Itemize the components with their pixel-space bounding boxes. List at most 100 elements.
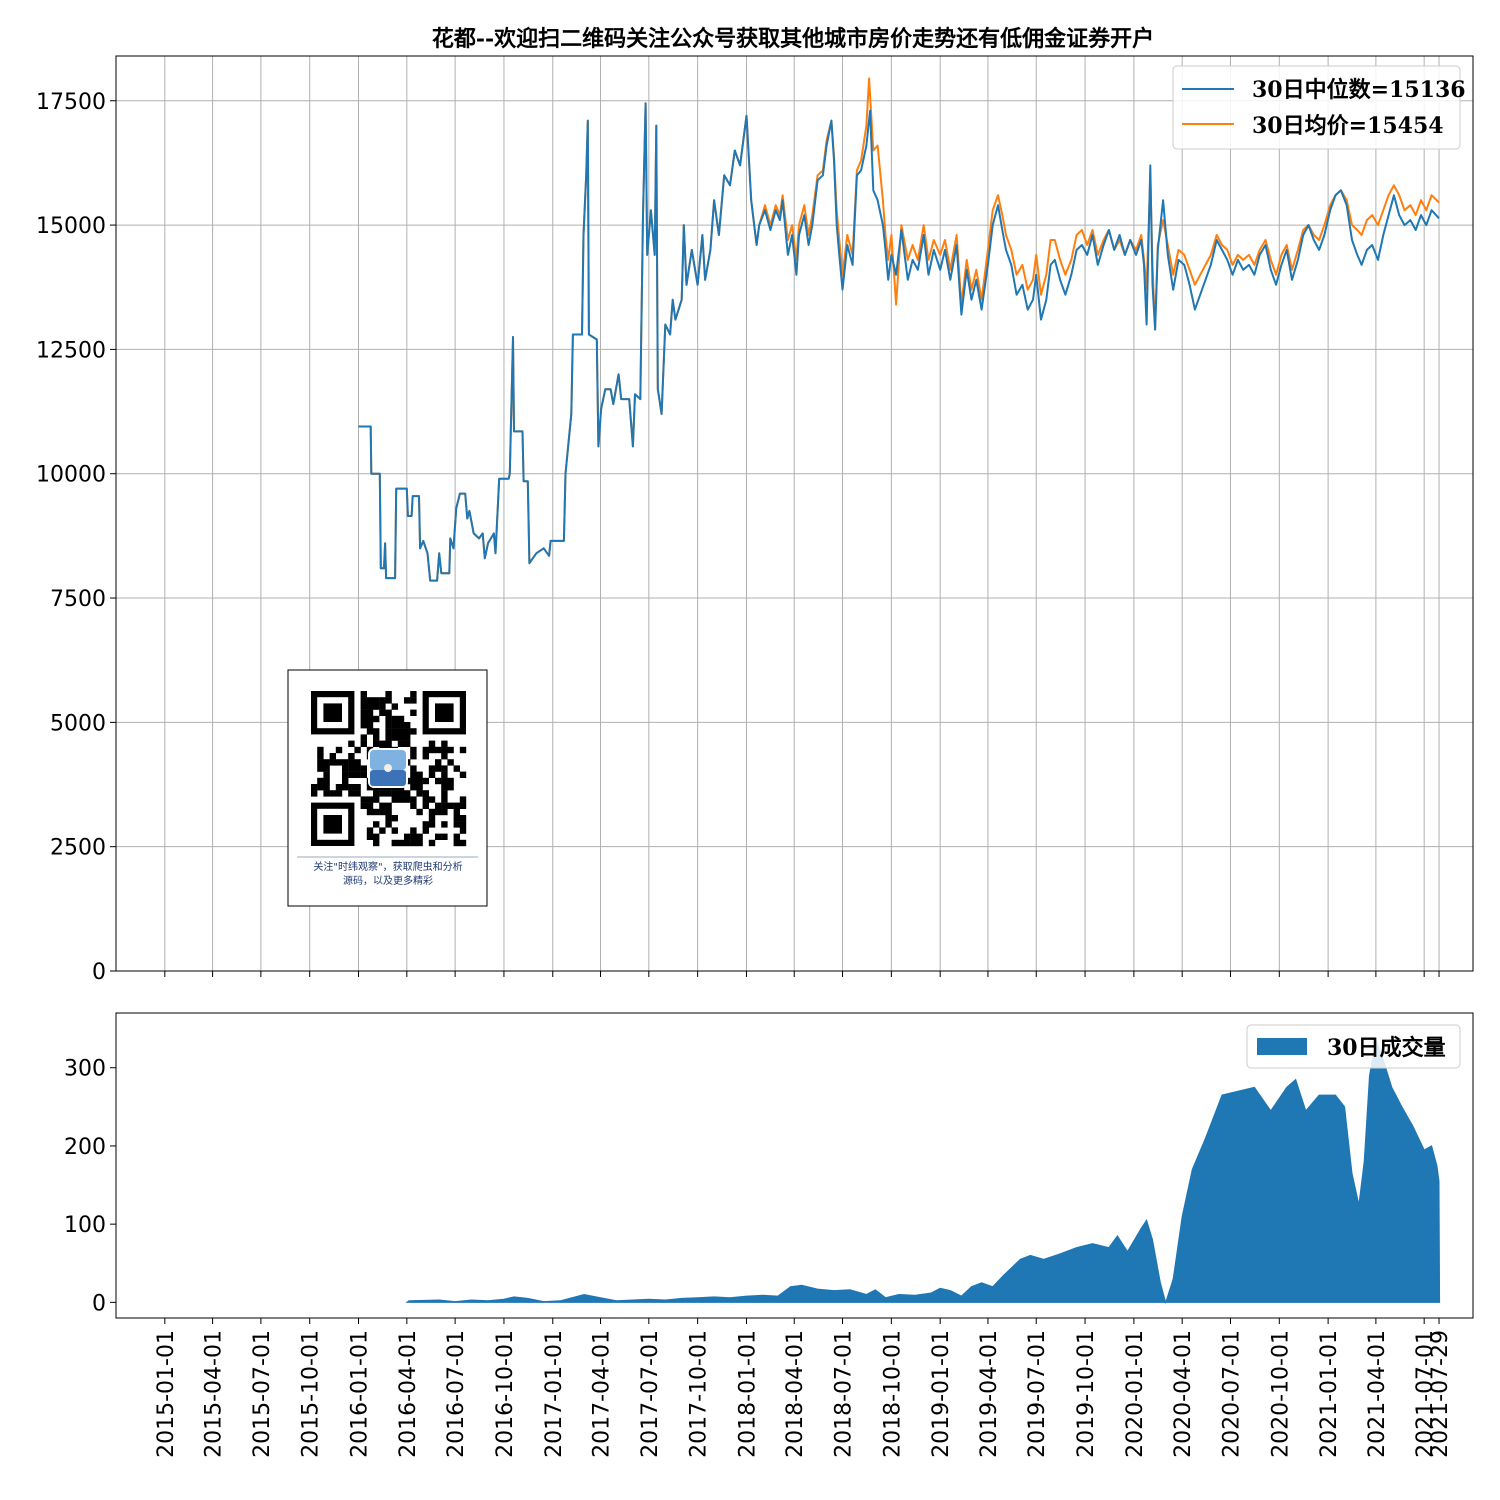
qr-module	[397, 728, 405, 735]
qr-module	[366, 827, 374, 834]
qr-module	[360, 765, 367, 772]
qr-module	[410, 839, 417, 847]
qr-module	[366, 833, 374, 840]
x-tick-label-21: 2020-04-01	[1171, 1330, 1196, 1458]
qr-module	[348, 740, 355, 747]
qr-module	[366, 722, 374, 729]
qr-module	[453, 808, 460, 816]
qr-module	[348, 759, 355, 766]
qr-module	[453, 765, 460, 772]
qr-module	[397, 796, 405, 803]
qr-module	[348, 771, 355, 778]
qr-module	[348, 784, 355, 791]
qr-module	[379, 709, 386, 716]
qr-module	[435, 759, 442, 766]
qr-module	[453, 839, 460, 847]
x-tick-label-11: 2017-10-01	[687, 1330, 712, 1458]
x-tick-label-19: 2019-10-01	[1074, 1330, 1099, 1458]
qr-module	[410, 802, 417, 809]
qr-module	[441, 784, 448, 791]
qr-module	[373, 740, 380, 747]
qr-module	[317, 777, 324, 785]
qr-module	[441, 796, 448, 803]
qr-module	[366, 709, 374, 716]
qr-module	[404, 839, 411, 847]
qr-module	[397, 722, 405, 729]
qr-module	[311, 784, 318, 791]
x-tick-label-14: 2018-07-01	[832, 1330, 857, 1458]
qr-module	[385, 697, 392, 704]
qr-module	[447, 759, 454, 766]
qr-module	[329, 759, 336, 766]
qr-module	[385, 821, 392, 828]
qr-finder-inner-2	[323, 815, 342, 834]
qr-module	[317, 753, 324, 760]
qr-module	[410, 709, 417, 716]
qr-module	[373, 728, 380, 735]
volume-y-tick-label-2: 200	[64, 1135, 106, 1160]
qr-module	[453, 833, 460, 840]
qr-module	[410, 796, 417, 803]
qr-module	[391, 796, 398, 803]
qr-module	[360, 715, 367, 723]
qr-module	[459, 771, 467, 778]
qr-module	[410, 728, 417, 735]
qr-module	[323, 790, 330, 797]
qr-module	[428, 808, 436, 816]
qr-module	[348, 790, 355, 797]
volume-y-tick-label-1: 100	[64, 1213, 106, 1238]
qr-module	[428, 740, 436, 747]
qr-module	[323, 771, 330, 778]
qr-module	[404, 790, 411, 797]
qr-module	[397, 839, 405, 847]
qr-module	[391, 722, 398, 729]
mean-price-line	[358, 77, 1440, 582]
qr-module	[317, 759, 324, 766]
qr-module	[323, 784, 330, 791]
qr-module	[373, 808, 380, 816]
legend-label-volume: 30日成交量	[1327, 1035, 1446, 1061]
x-tick-label-25: 2021-04-01	[1365, 1330, 1390, 1458]
qr-caption-line-2: 源码，以及更多精彩	[343, 874, 433, 887]
qr-module	[323, 759, 330, 766]
x-tick-label-15: 2018-10-01	[880, 1330, 905, 1458]
qr-module	[373, 839, 380, 847]
x-tick-label-6: 2016-07-01	[444, 1330, 469, 1458]
qr-module	[391, 827, 398, 834]
volume-legend-box	[1246, 1024, 1461, 1069]
price-y-tick-label-0: 0	[92, 960, 106, 985]
qr-module	[416, 839, 423, 847]
x-tick-label-2: 2015-07-01	[250, 1330, 275, 1458]
qr-module	[441, 740, 448, 747]
qr-module	[311, 790, 318, 797]
qr-module	[404, 796, 411, 803]
qr-caption-line-1: 关注"时纬观察"，获取爬虫和分析	[313, 860, 462, 873]
price-y-tick-label-1: 2500	[50, 836, 106, 861]
qr-finder-inner-1	[435, 703, 454, 722]
qr-module	[373, 703, 380, 710]
price-series	[358, 77, 1440, 582]
qr-module	[397, 740, 405, 747]
qr-module	[459, 746, 467, 754]
qr-module	[459, 839, 467, 847]
median-price-line	[358, 102, 1440, 582]
qr-module	[317, 746, 324, 754]
qr-module	[441, 753, 448, 760]
qr-module	[335, 759, 343, 766]
volume-x-axis: 2015-01-01 2015-04-01 2015-07-01 2015-10-01…	[154, 1318, 1453, 1458]
qr-module	[447, 746, 454, 754]
qr-module	[385, 734, 392, 741]
qr-module	[323, 777, 330, 785]
price-y-tick-label-3: 7500	[50, 587, 106, 612]
x-tick-label-10: 2017-07-01	[638, 1330, 663, 1458]
qr-module	[459, 796, 467, 803]
qr-module	[404, 734, 411, 741]
qr-module	[329, 790, 336, 797]
qr-module	[447, 784, 454, 791]
qr-module	[385, 808, 392, 816]
qr-module	[391, 790, 398, 797]
qr-module	[373, 796, 380, 803]
qr-module	[373, 821, 380, 828]
qr-module	[342, 777, 349, 785]
qr-module	[422, 821, 429, 828]
